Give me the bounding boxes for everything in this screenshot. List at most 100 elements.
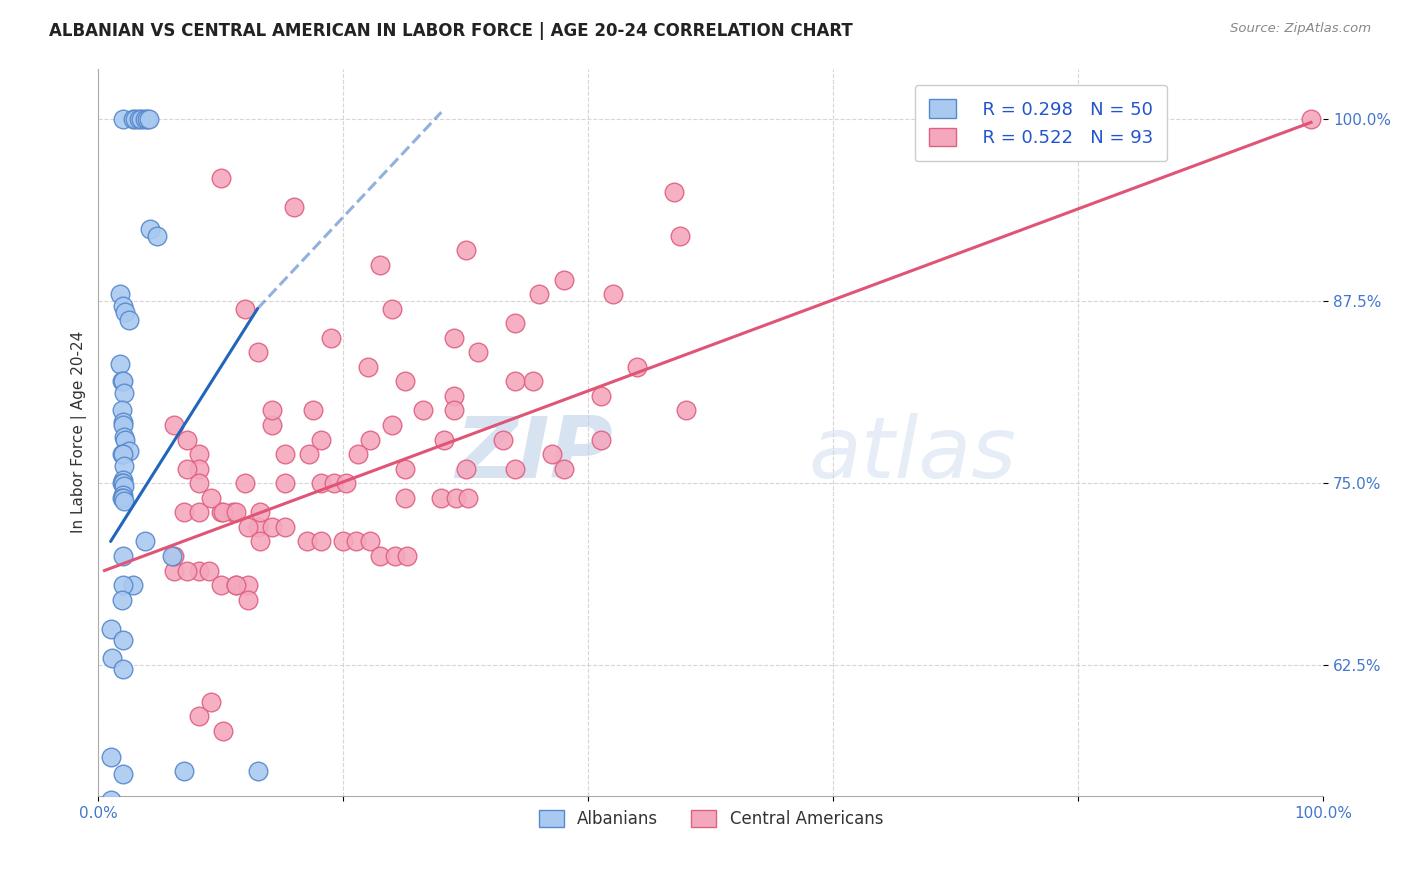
Point [322, 476, 344, 491]
Point [118, 444, 141, 458]
Point [111, 488, 134, 502]
Point [173, 505, 195, 519]
Point [540, 447, 562, 461]
Point [209, 578, 232, 592]
Point [121, 578, 143, 592]
Point [111, 633, 134, 648]
Point [111, 767, 134, 781]
Point [111, 403, 134, 417]
Point [163, 549, 186, 563]
Point [128, 112, 150, 127]
Point [187, 505, 209, 519]
Point [273, 447, 295, 461]
Text: atlas: atlas [808, 413, 1017, 496]
Point [454, 461, 477, 475]
Point [394, 461, 416, 475]
Point [111, 473, 134, 487]
Point [111, 476, 134, 491]
Point [111, 549, 134, 563]
Point [111, 578, 134, 592]
Point [176, 433, 198, 447]
Point [357, 359, 380, 374]
Point [111, 447, 134, 461]
Text: ALBANIAN VS CENTRAL AMERICAN IN LABOR FORCE | AGE 20-24 CORRELATION CHART: ALBANIAN VS CENTRAL AMERICAN IN LABOR FO… [49, 22, 853, 40]
Point [176, 461, 198, 475]
Point [225, 578, 247, 592]
Point [669, 228, 692, 243]
Point [283, 200, 305, 214]
Point [138, 112, 160, 127]
Point [187, 447, 209, 461]
Point [503, 316, 526, 330]
Point [522, 375, 544, 389]
Point [246, 520, 269, 534]
Point [589, 389, 612, 403]
Point [262, 403, 284, 417]
Point [163, 417, 186, 432]
Point [212, 723, 235, 738]
Point [200, 694, 222, 708]
Point [344, 534, 367, 549]
Point [222, 505, 245, 519]
Point [111, 491, 134, 505]
Point [100, 749, 122, 764]
Point [187, 709, 209, 723]
Point [173, 764, 195, 779]
Point [249, 534, 271, 549]
Text: Source: ZipAtlas.com: Source: ZipAtlas.com [1230, 22, 1371, 36]
Point [111, 375, 134, 389]
Point [311, 433, 333, 447]
Point [134, 534, 156, 549]
Point [111, 663, 134, 677]
Point [100, 622, 122, 636]
Point [262, 417, 284, 432]
Point [111, 417, 134, 432]
Legend: Albanians, Central Americans: Albanians, Central Americans [531, 804, 890, 835]
Point [553, 272, 575, 286]
Point [246, 345, 269, 359]
Point [111, 415, 134, 429]
Point [444, 491, 467, 505]
Point [112, 430, 135, 444]
Point [114, 433, 136, 447]
Point [381, 301, 404, 316]
Point [200, 491, 222, 505]
Point [359, 534, 381, 549]
Y-axis label: In Labor Force | Age 20-24: In Labor Force | Age 20-24 [72, 331, 87, 533]
Point [124, 112, 146, 127]
Point [443, 389, 465, 403]
Point [112, 386, 135, 401]
Text: ZIP: ZIP [456, 413, 613, 496]
Point [662, 185, 685, 199]
Point [457, 491, 479, 505]
Point [146, 228, 169, 243]
Point [347, 447, 370, 461]
Point [298, 447, 321, 461]
Point [273, 520, 295, 534]
Point [112, 493, 135, 508]
Point [394, 375, 416, 389]
Point [319, 331, 342, 345]
Point [491, 433, 513, 447]
Point [176, 564, 198, 578]
Point [111, 592, 134, 607]
Point [295, 534, 318, 549]
Point [262, 520, 284, 534]
Point [111, 476, 134, 491]
Point [454, 244, 477, 258]
Point [246, 764, 269, 779]
Point [443, 403, 465, 417]
Point [236, 520, 259, 534]
Point [503, 375, 526, 389]
Point [110, 287, 132, 301]
Point [187, 461, 209, 475]
Point [332, 534, 354, 549]
Point [368, 258, 391, 272]
Point [394, 491, 416, 505]
Point [233, 301, 256, 316]
Point [273, 476, 295, 491]
Point [359, 433, 381, 447]
Point [212, 505, 235, 519]
Point [430, 491, 453, 505]
Point [112, 479, 135, 493]
